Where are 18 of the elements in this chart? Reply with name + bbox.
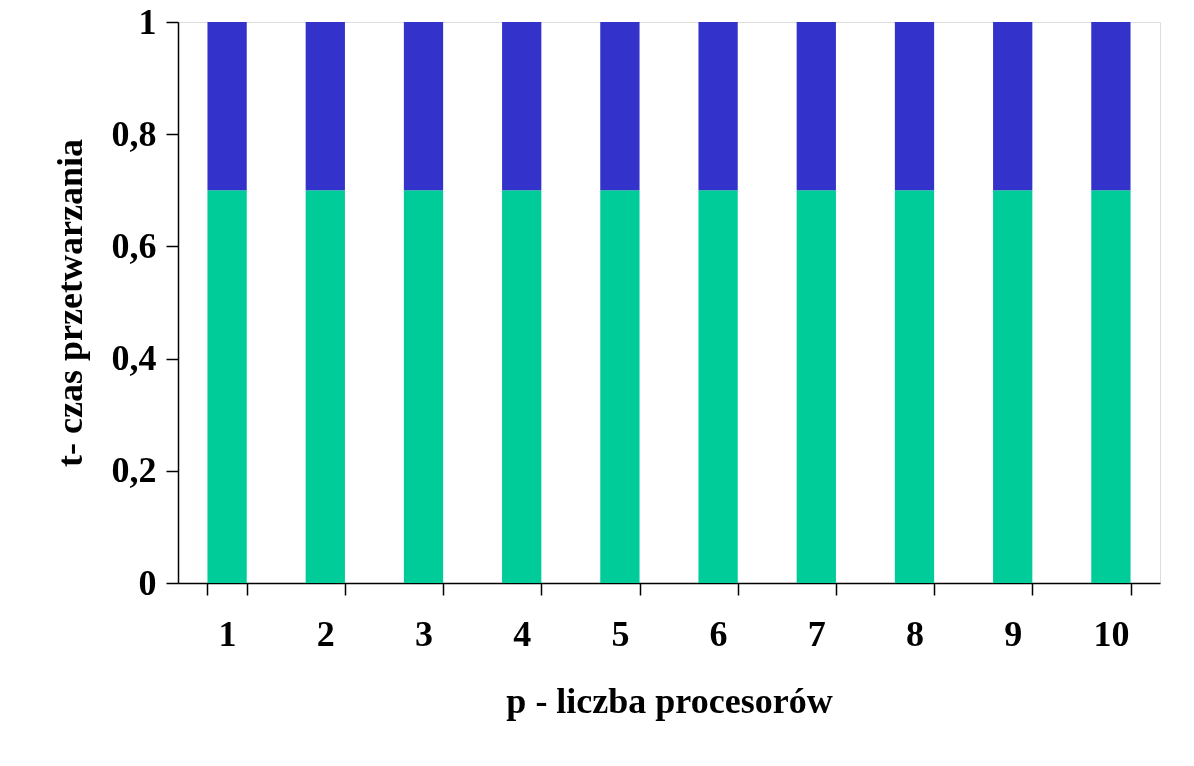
y-tick-label: 1 bbox=[138, 1, 157, 42]
x-tick-label: 2 bbox=[316, 613, 335, 654]
x-tick-label: 3 bbox=[415, 613, 433, 654]
y-tick-label: 0,2 bbox=[111, 450, 157, 491]
y-tick-label: 0 bbox=[138, 562, 157, 603]
y-axis-title: t- czas przetwarzania bbox=[49, 139, 90, 467]
x-axis-title: p - liczba procesorów bbox=[506, 680, 833, 721]
x-tick-label: 1 bbox=[218, 613, 237, 654]
x-tick-label: 10 bbox=[1093, 613, 1130, 654]
x-tick-label: 5 bbox=[611, 613, 630, 654]
y-tick-label: 0,4 bbox=[111, 338, 157, 379]
x-tick-label: 7 bbox=[807, 613, 826, 654]
x-tick-label: 4 bbox=[513, 613, 532, 654]
x-tick-label: 9 bbox=[1004, 613, 1023, 654]
x-tick-label: 6 bbox=[709, 613, 728, 654]
y-tick-label: 0,8 bbox=[111, 113, 157, 154]
x-tick-label: 8 bbox=[906, 613, 924, 654]
y-tick-label: 0,6 bbox=[111, 225, 157, 266]
